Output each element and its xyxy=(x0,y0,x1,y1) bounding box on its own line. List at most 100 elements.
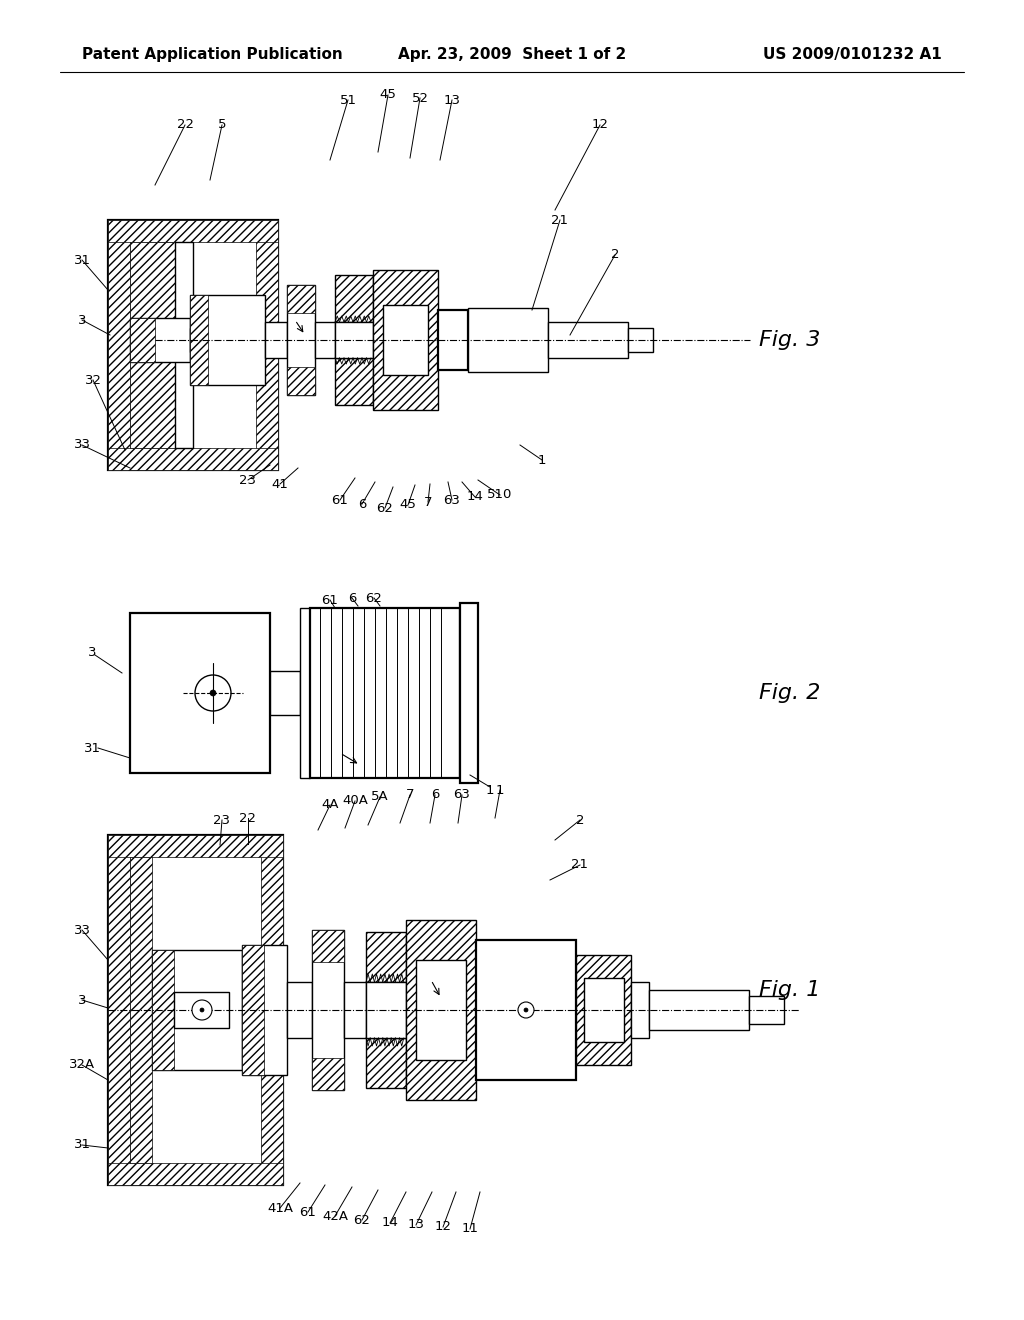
Text: 11: 11 xyxy=(462,1222,478,1236)
Bar xyxy=(366,1038,406,1088)
Text: 14: 14 xyxy=(382,1217,398,1229)
Text: Fig. 1: Fig. 1 xyxy=(760,979,820,1001)
Circle shape xyxy=(195,675,231,711)
Bar xyxy=(152,950,242,1071)
Bar xyxy=(383,305,428,375)
Bar xyxy=(335,322,373,358)
Circle shape xyxy=(193,1001,212,1020)
Bar xyxy=(312,931,344,962)
Text: 3: 3 xyxy=(78,314,86,326)
Text: 13: 13 xyxy=(443,94,461,107)
Text: 6: 6 xyxy=(431,788,439,801)
Bar xyxy=(152,950,174,1071)
Text: 1: 1 xyxy=(485,784,495,796)
Text: 41A: 41A xyxy=(267,1201,293,1214)
Text: 7: 7 xyxy=(406,788,415,801)
Bar xyxy=(265,322,287,358)
Bar xyxy=(130,318,190,362)
Text: 61: 61 xyxy=(332,494,348,507)
Text: 3: 3 xyxy=(78,994,86,1006)
Bar xyxy=(335,358,373,405)
Bar xyxy=(287,285,315,395)
Text: Patent Application Publication: Patent Application Publication xyxy=(82,48,343,62)
Bar xyxy=(310,609,460,777)
Text: Fig. 3: Fig. 3 xyxy=(760,330,820,350)
Bar xyxy=(130,242,175,447)
Bar xyxy=(108,1163,283,1185)
Text: 3: 3 xyxy=(88,647,96,660)
Circle shape xyxy=(518,1002,534,1018)
Text: 22: 22 xyxy=(176,119,194,132)
Text: 14: 14 xyxy=(467,491,483,503)
Bar xyxy=(584,978,624,1041)
Text: 62: 62 xyxy=(377,502,393,515)
Text: 63: 63 xyxy=(454,788,470,801)
Bar xyxy=(300,609,310,777)
Text: 41: 41 xyxy=(271,478,289,491)
Bar xyxy=(344,982,366,1038)
Bar xyxy=(312,1059,344,1090)
Text: 6: 6 xyxy=(348,591,356,605)
Circle shape xyxy=(200,1008,204,1012)
Bar xyxy=(108,836,283,857)
Bar xyxy=(315,322,335,358)
Text: 51: 51 xyxy=(340,94,356,107)
Bar xyxy=(416,960,466,1060)
Text: 13: 13 xyxy=(408,1218,425,1232)
Text: 33: 33 xyxy=(74,924,90,936)
Bar xyxy=(749,997,784,1024)
Text: 32A: 32A xyxy=(69,1059,95,1072)
Bar xyxy=(366,932,406,982)
Bar xyxy=(468,308,548,372)
Bar xyxy=(108,836,130,1185)
Text: 2: 2 xyxy=(575,813,585,826)
Text: 6: 6 xyxy=(357,498,367,511)
Text: 61: 61 xyxy=(322,594,339,606)
Bar xyxy=(256,220,278,470)
Text: Fig. 2: Fig. 2 xyxy=(760,682,820,704)
Bar xyxy=(312,931,344,1090)
Text: 31: 31 xyxy=(74,253,90,267)
Bar xyxy=(270,671,300,715)
Bar xyxy=(548,322,628,358)
Text: 62: 62 xyxy=(353,1213,371,1226)
Text: 63: 63 xyxy=(443,494,461,507)
Text: 5A: 5A xyxy=(371,791,389,804)
Bar xyxy=(190,294,208,385)
Bar xyxy=(175,242,193,447)
Bar xyxy=(108,447,278,470)
Text: 33: 33 xyxy=(74,438,90,451)
Text: 23: 23 xyxy=(240,474,256,487)
Bar xyxy=(366,982,406,1038)
Bar xyxy=(261,836,283,1185)
Bar xyxy=(130,857,152,1163)
Bar xyxy=(108,836,283,1185)
Bar xyxy=(108,220,278,242)
Text: US 2009/0101232 A1: US 2009/0101232 A1 xyxy=(763,48,942,62)
Bar xyxy=(628,327,653,352)
Bar xyxy=(130,318,155,362)
Bar xyxy=(476,940,575,1080)
Bar xyxy=(287,285,315,313)
Text: 1: 1 xyxy=(496,784,504,796)
Bar xyxy=(130,612,270,774)
Bar xyxy=(631,982,649,1038)
Bar xyxy=(649,990,749,1030)
Text: 4A: 4A xyxy=(322,799,339,812)
Bar xyxy=(190,294,265,385)
Text: 23: 23 xyxy=(213,813,230,826)
Text: 45: 45 xyxy=(380,88,396,102)
Bar xyxy=(190,327,220,352)
Bar xyxy=(287,367,315,395)
Text: Apr. 23, 2009  Sheet 1 of 2: Apr. 23, 2009 Sheet 1 of 2 xyxy=(398,48,626,62)
Text: 32: 32 xyxy=(85,374,101,387)
Text: 40A: 40A xyxy=(342,795,368,808)
Text: 31: 31 xyxy=(84,742,100,755)
Bar xyxy=(438,310,468,370)
Bar xyxy=(108,220,278,470)
Text: 42A: 42A xyxy=(322,1209,348,1222)
Text: 12: 12 xyxy=(434,1221,452,1233)
Text: 22: 22 xyxy=(240,812,256,825)
Circle shape xyxy=(524,1008,528,1012)
Bar xyxy=(476,978,575,1041)
